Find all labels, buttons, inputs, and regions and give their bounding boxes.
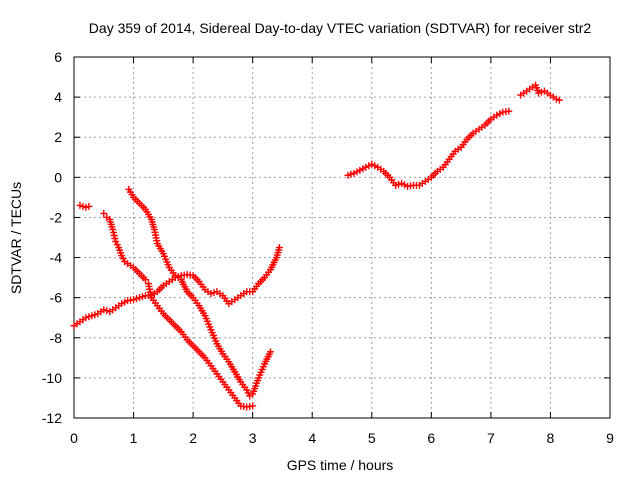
y-tick-label: 0 [54,169,62,185]
data-point [505,107,513,115]
x-tick-label: 0 [70,430,78,446]
data-point [555,96,563,104]
x-tick-label: 9 [606,430,614,446]
x-tick-label: 1 [130,430,138,446]
data-point [275,244,283,252]
y-tick-label: -6 [50,290,63,306]
y-tick-label: 6 [54,49,62,65]
x-tick-label: 7 [487,430,495,446]
y-tick-label: -10 [42,370,62,386]
data-point [85,202,93,210]
x-tick-label: 8 [547,430,555,446]
y-axis-label: SDTVAR / TECUs [8,182,24,294]
x-tick-label: 5 [368,430,376,446]
x-axis-label: GPS time / hours [287,457,394,473]
axis-ticks: 0 1 2 3 4 5 6 7 8 9 -12 -10 -8 -6 -4 -2 0 2 4 6 [42,49,614,446]
data-point [141,276,149,284]
plot-border [73,56,611,419]
data-point [100,209,108,217]
chart-title: Day 359 of 2014, Sidereal Day-to-day VTE… [89,20,592,36]
x-tick-label: 4 [308,430,316,446]
y-tick-label: 4 [54,89,62,105]
y-tick-label: -2 [50,209,63,225]
x-tick-label: 2 [189,430,197,446]
data-point [267,348,275,356]
y-tick-label: -4 [50,250,63,266]
y-tick-label: 2 [54,129,62,145]
y-tick-label: -8 [50,330,63,346]
x-tick-label: 3 [249,430,257,446]
y-tick-label: -12 [42,410,62,426]
plot-frame [73,56,611,419]
data-points [70,81,563,411]
grid [74,57,610,418]
data-point [249,402,257,410]
x-tick-label: 6 [427,430,435,446]
